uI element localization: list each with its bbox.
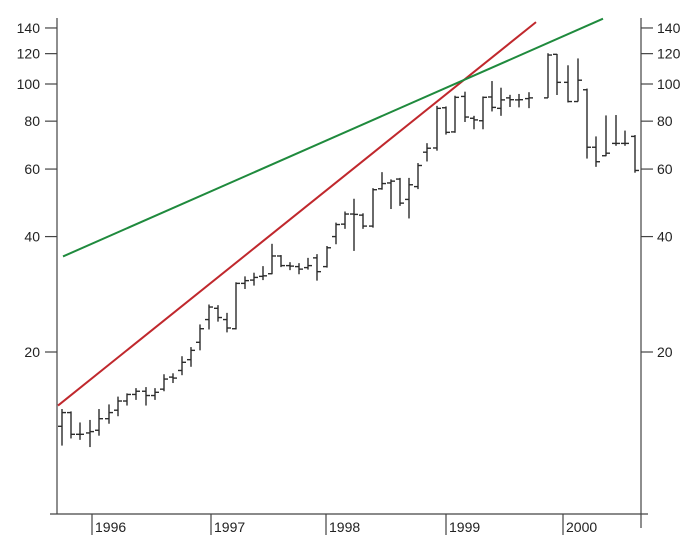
ohlc-bar — [250, 272, 258, 286]
left-y-tick-label: 80 — [24, 113, 40, 129]
ohlc-bar — [378, 172, 386, 190]
ohlc-bar — [405, 177, 413, 219]
trendlines — [57, 17, 604, 407]
ohlc-bar — [451, 95, 459, 133]
ohlc-bar — [433, 105, 441, 151]
ohlc-bar — [414, 163, 422, 190]
ohlc-bar — [442, 106, 450, 135]
ohlc-bar — [223, 312, 231, 333]
ohlc-bar — [95, 409, 103, 436]
left-y-tick-label: 40 — [24, 229, 40, 245]
ohlc-bar — [621, 130, 629, 146]
ohlc-bar — [359, 213, 367, 229]
ohlc-bar — [332, 222, 340, 245]
x-tick-label: 1999 — [449, 519, 480, 535]
ohlc-bar — [497, 87, 505, 116]
ohlc-bar — [86, 419, 94, 448]
ohlc-bar — [304, 257, 312, 270]
ohlc-bars — [58, 53, 639, 448]
ohlc-bar — [423, 143, 431, 162]
ohlc-bar — [350, 198, 358, 251]
ohlc-bar — [553, 53, 561, 96]
ohlc-bar — [470, 115, 478, 130]
ohlc-bar — [592, 136, 600, 167]
ohlc-bar — [132, 388, 140, 400]
right-y-tick-label: 100 — [657, 76, 681, 92]
x-tick-label: 2000 — [566, 519, 597, 535]
ohlc-bar — [323, 245, 331, 268]
ohlc-bar — [564, 65, 572, 103]
ohlc-bar — [525, 92, 533, 109]
ohlc-bar — [76, 422, 84, 440]
ohlc-bar — [277, 255, 285, 268]
ohlc-bar — [214, 305, 222, 322]
ohlc-bar — [169, 373, 177, 384]
ohlc-bar — [488, 81, 496, 112]
ohlc-bar — [286, 262, 294, 271]
right-y-tick-label: 60 — [657, 161, 673, 177]
x-tick-label: 1996 — [95, 519, 126, 535]
ohlc-bar — [205, 304, 213, 330]
ohlc-bar — [259, 266, 267, 281]
ohlc-bar — [178, 356, 186, 376]
ohlc-bar — [313, 254, 321, 281]
trendline — [57, 21, 537, 407]
right-y-tick-label: 40 — [657, 229, 673, 245]
ohlc-bar — [515, 93, 523, 108]
ohlc-bar — [241, 276, 249, 289]
chart-axes — [50, 18, 648, 528]
ohlc-bar — [187, 347, 195, 367]
ohlc-bar — [387, 179, 395, 210]
right-y-tick-label: 80 — [657, 113, 673, 129]
ohlc-bar — [114, 396, 122, 417]
x-tick-label: 1998 — [329, 519, 360, 535]
left-y-tick-label: 100 — [17, 76, 41, 92]
ohlc-bar — [142, 387, 150, 406]
ohlc-bar — [583, 88, 591, 159]
ohlc-bar — [479, 96, 487, 130]
ohlc-bar — [602, 115, 610, 157]
ohlc-bar — [295, 263, 303, 275]
y-ticks: 20 20 40 40 60 60 80 80 100 100 120 120 140 140 — [17, 20, 681, 360]
x-tick-label: 1997 — [214, 519, 245, 535]
ohlc-bar — [506, 94, 514, 107]
left-y-tick-label: 120 — [17, 46, 41, 62]
ohlc-bar — [612, 115, 620, 146]
ohlc-bar — [123, 393, 131, 406]
ohlc-bar — [105, 404, 113, 424]
left-y-tick-label: 140 — [17, 20, 41, 36]
ohlc-bar — [631, 135, 639, 173]
right-y-tick-label: 140 — [657, 20, 681, 36]
ohlc-bar — [574, 58, 582, 103]
ohlc-bar — [151, 388, 159, 400]
ohlc-bar — [58, 409, 66, 446]
ohlc-bar — [160, 374, 168, 392]
ohlc-bar — [369, 188, 377, 228]
trendline — [62, 17, 604, 258]
ohlc-bar — [196, 324, 204, 351]
ohlc-bar — [341, 211, 349, 229]
ohlc-bar — [544, 53, 552, 99]
left-y-tick-label: 60 — [24, 161, 40, 177]
x-ticks: 1996 1997 1998 1999 2000 — [91, 514, 597, 535]
left-y-tick-label: 20 — [24, 344, 40, 360]
ohlc-bar — [461, 91, 469, 122]
ohlc-bar — [67, 411, 75, 439]
ohlc-bar — [396, 177, 404, 206]
right-y-tick-label: 20 — [657, 344, 673, 360]
right-y-tick-label: 120 — [657, 46, 681, 62]
ohlc-bar — [268, 243, 276, 275]
ohlc-bar — [232, 282, 240, 330]
